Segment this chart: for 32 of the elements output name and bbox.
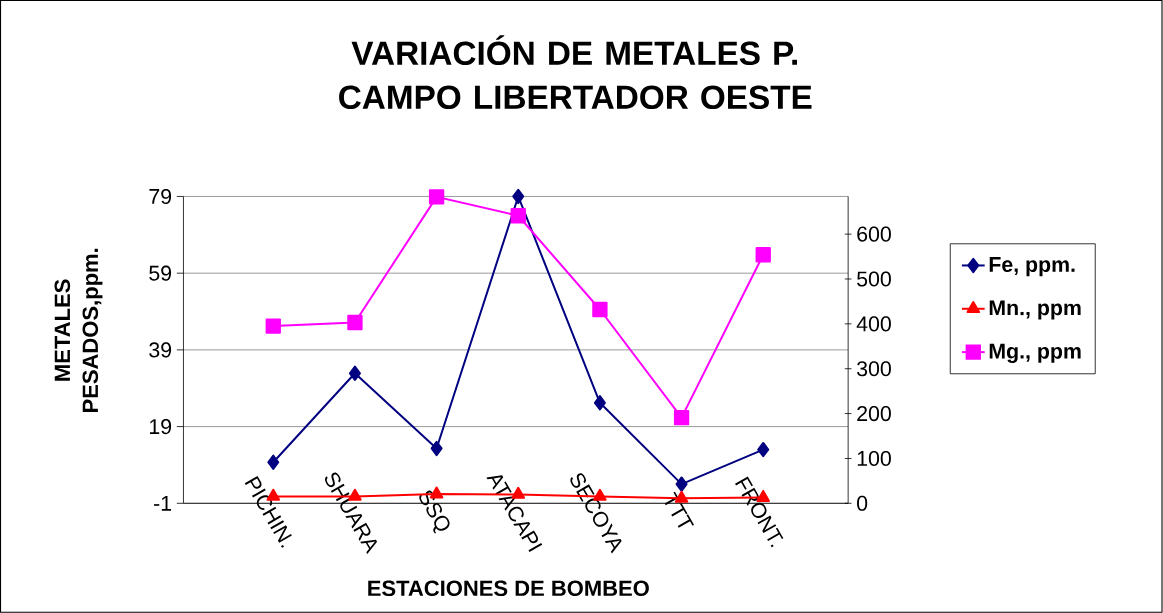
y-tick-label: 39 [149, 342, 172, 358]
point [675, 476, 688, 492]
point [512, 188, 525, 204]
y-tick-label: 79 [149, 188, 172, 204]
point [347, 314, 363, 331]
point [265, 318, 281, 334]
y-tick-label: 19 [149, 418, 172, 435]
point [757, 441, 770, 458]
y2-tick-label: 300 [857, 361, 891, 377]
y-tick-label: -1 [154, 495, 172, 511]
point [593, 395, 606, 411]
y2-tick-label: 100 [857, 450, 891, 466]
point [267, 454, 280, 470]
legend-label: Mn., ppm [989, 300, 1081, 320]
legend-label: Fe, ppm. [989, 257, 1075, 277]
point [428, 189, 445, 205]
y2-tick-label: 0 [857, 495, 868, 511]
y2-tick-label: 600 [857, 226, 891, 242]
y2-tick-label: 500 [857, 271, 891, 287]
point [592, 301, 608, 318]
point [755, 246, 771, 263]
y-tick-label: 59 [149, 265, 172, 281]
point [430, 440, 443, 456]
x-axis-title: ESTACIONES DE BOMBEO [368, 580, 649, 596]
legend-label: Mg., ppm [989, 343, 1081, 363]
point [673, 409, 690, 426]
chart-title: VARIACIÓN DE METALES P. CAMPO LIBERTADOR OESTE [339, 35, 812, 109]
y2-tick-label: 200 [857, 405, 891, 421]
y-axis-title: METALES PESADOS,ppm. [54, 248, 103, 412]
y2-tick-label: 400 [856, 316, 891, 332]
point [348, 365, 361, 381]
point [510, 207, 526, 224]
